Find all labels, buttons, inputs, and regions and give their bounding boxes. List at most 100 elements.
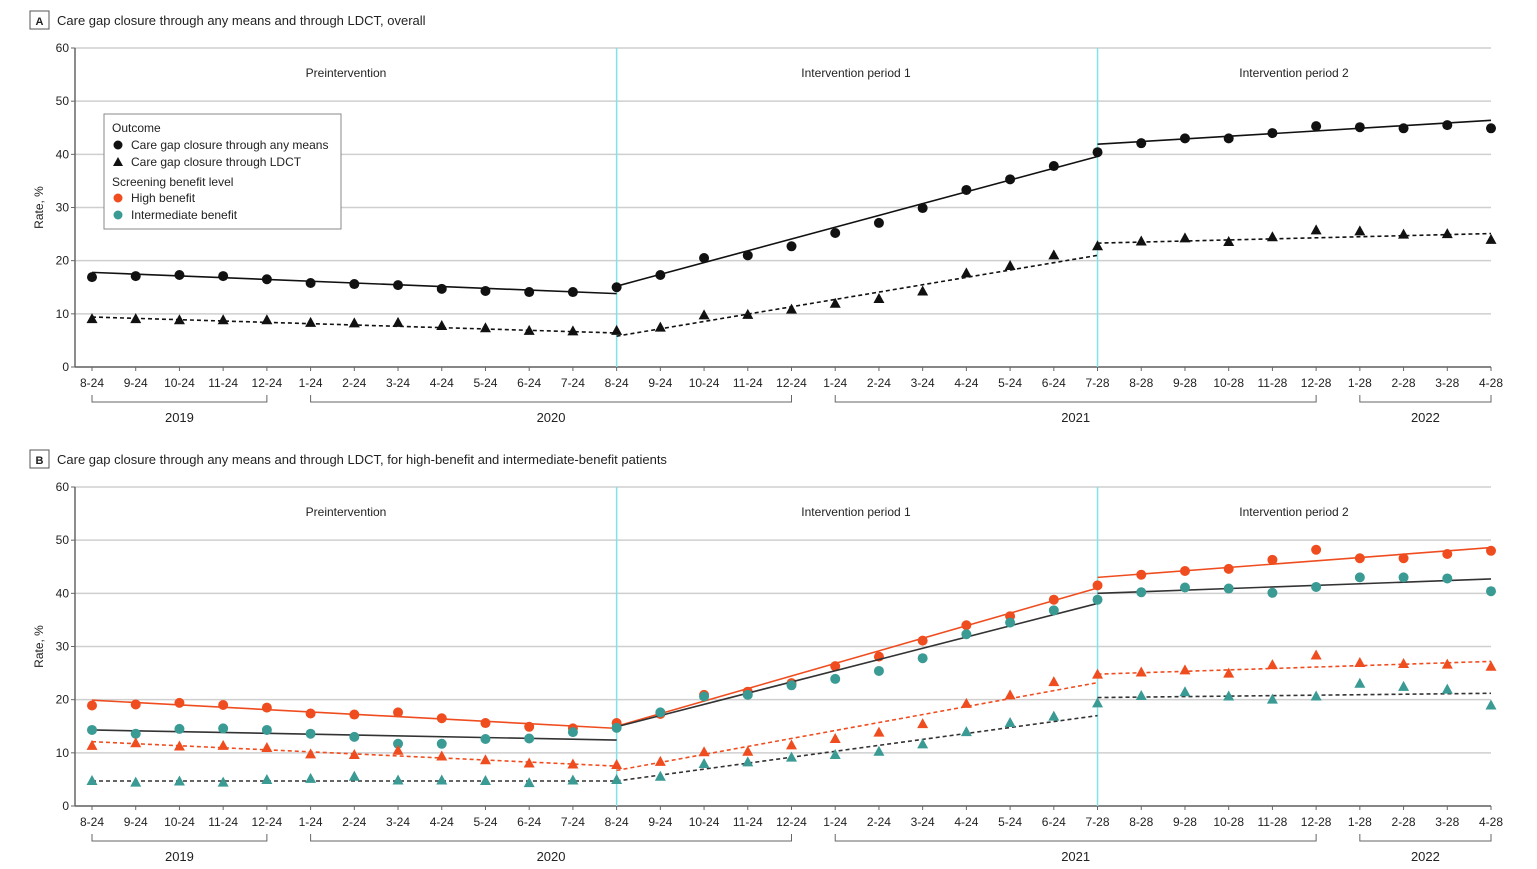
- data-point: [742, 756, 754, 767]
- trend-line: [1097, 119, 1492, 146]
- data-point: [261, 742, 273, 753]
- data-point: [392, 774, 404, 785]
- data-point: [742, 745, 754, 756]
- data-point: [261, 773, 273, 784]
- x-tick-label: 8-24: [605, 376, 629, 390]
- legend-item: High benefit: [131, 191, 196, 205]
- data-point: [174, 723, 185, 734]
- data-point: [1354, 572, 1365, 583]
- x-tick-label: 9-28: [1173, 376, 1197, 390]
- x-tick-label: 3-28: [1435, 376, 1459, 390]
- data-point: [1048, 594, 1059, 605]
- series-any-means: [87, 119, 1496, 298]
- panel-title: Care gap closure through any means and t…: [57, 452, 667, 467]
- data-point: [917, 738, 929, 749]
- data-point: [1179, 232, 1191, 243]
- x-tick-label: 6-24: [517, 376, 541, 390]
- data-point: [1179, 566, 1190, 577]
- x-tick-label: 4-24: [430, 376, 454, 390]
- year-label: 2021: [1061, 849, 1090, 864]
- legend-title: Outcome: [112, 121, 161, 135]
- legend-item: Intermediate benefit: [131, 208, 238, 222]
- data-point: [1048, 605, 1059, 616]
- data-point: [567, 727, 578, 738]
- x-tick-label: 12-28: [1301, 376, 1332, 390]
- data-point: [348, 317, 360, 328]
- x-tick-label: 1-24: [823, 815, 847, 829]
- x-tick-label: 12-24: [776, 815, 807, 829]
- x-tick-label: 4-28: [1479, 815, 1503, 829]
- year-bracket: [1359, 395, 1492, 403]
- data-point: [524, 287, 535, 298]
- x-tick-label: 6-24: [517, 815, 541, 829]
- year-label: 2022: [1411, 849, 1440, 864]
- data-point: [1354, 553, 1365, 564]
- year-bracket: [91, 834, 268, 842]
- data-point: [349, 731, 360, 742]
- data-point: [523, 757, 535, 768]
- data-point: [699, 691, 710, 702]
- data-point: [1092, 668, 1104, 679]
- data-point: [567, 287, 578, 298]
- x-tick-label: 8-28: [1129, 376, 1153, 390]
- y-tick-label: 20: [56, 693, 70, 707]
- y-tick-label: 0: [62, 360, 69, 374]
- data-point: [611, 773, 623, 784]
- data-point: [1442, 548, 1453, 559]
- trend-line: [1097, 660, 1492, 675]
- data-point: [829, 748, 841, 759]
- data-point: [1398, 123, 1409, 134]
- x-tick-label: 11-24: [208, 376, 238, 390]
- data-point: [654, 770, 666, 781]
- data-point: [130, 271, 141, 282]
- data-point: [961, 620, 972, 631]
- data-point: [917, 635, 928, 646]
- data-point: [1223, 583, 1234, 594]
- data-point: [1223, 690, 1235, 701]
- year-label: 2019: [165, 849, 194, 864]
- x-tick-label: 1-24: [299, 815, 323, 829]
- legend: Outcome Care gap closure through any mean…: [103, 113, 342, 230]
- data-point: [86, 739, 98, 750]
- data-point: [87, 700, 97, 711]
- x-tick-label: 4-28: [1479, 376, 1503, 390]
- data-point: [1092, 147, 1103, 158]
- year-bracket: [834, 395, 1317, 403]
- data-point: [130, 776, 142, 787]
- data-point: [1004, 259, 1016, 270]
- y-tick-label: 50: [56, 533, 70, 547]
- y-tick-label: 20: [56, 254, 70, 268]
- data-point: [1267, 587, 1278, 598]
- x-tick-label: 3-24: [386, 815, 410, 829]
- data-point: [873, 745, 885, 756]
- data-point: [479, 775, 491, 786]
- data-point: [829, 297, 841, 308]
- trend-line: [616, 254, 1098, 337]
- data-point: [480, 285, 491, 296]
- data-point: [960, 267, 972, 278]
- data-point: [1486, 123, 1496, 134]
- data-point: [1179, 133, 1190, 144]
- x-tick-label: 5-24: [998, 376, 1022, 390]
- data-point: [1441, 228, 1453, 239]
- x-tick-label: 10-28: [1213, 376, 1244, 390]
- data-point: [392, 316, 404, 327]
- y-tick-label: 10: [56, 307, 70, 321]
- data-point: [130, 313, 142, 324]
- data-point: [1266, 693, 1278, 704]
- data-point: [786, 739, 797, 750]
- series-any-means-intermediate: [87, 572, 1496, 749]
- trend-line: [1097, 692, 1492, 699]
- x-tick-label: 12-24: [776, 376, 807, 390]
- x-tick-label: 12-24: [252, 376, 283, 390]
- data-point: [1486, 586, 1496, 597]
- x-tick-label: 11-28: [1258, 376, 1288, 390]
- data-point: [1135, 235, 1147, 246]
- x-tick-label: 9-24: [648, 815, 672, 829]
- data-point: [1398, 572, 1409, 583]
- data-point: [1442, 573, 1453, 584]
- data-point: [1136, 138, 1147, 149]
- data-point: [917, 285, 929, 296]
- year-bracket: [1359, 834, 1492, 842]
